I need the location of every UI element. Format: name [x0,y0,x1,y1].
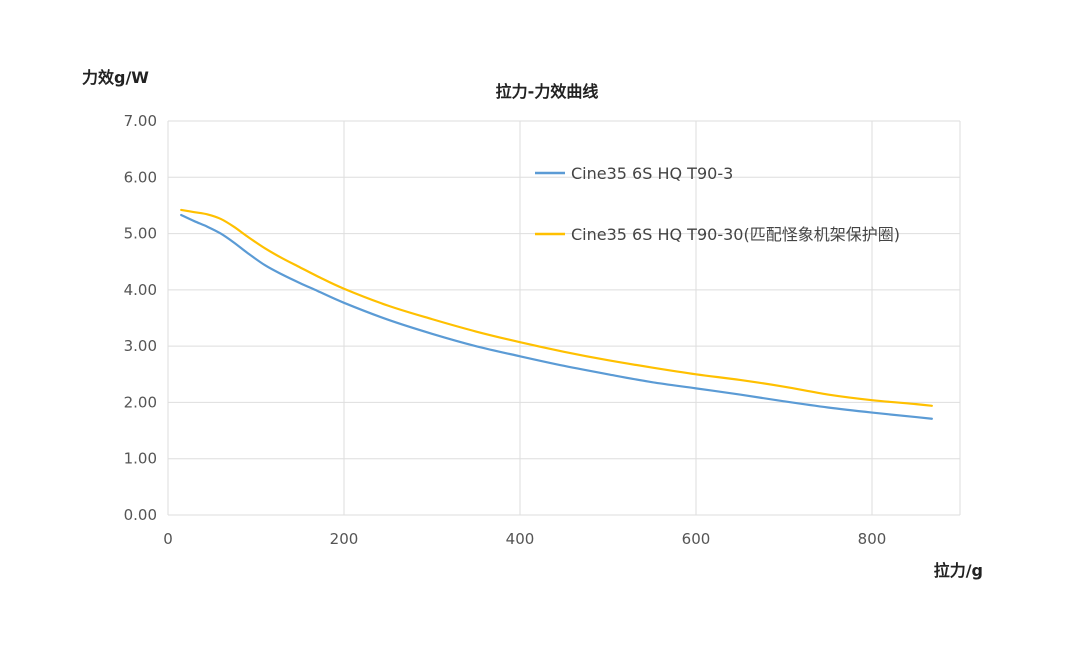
y-tick-label: 2.00 [124,393,157,411]
x-tick-label: 0 [163,530,173,548]
x-tick-label: 400 [506,530,535,548]
x-tick-label: 600 [682,530,711,548]
y-tick-label: 3.00 [124,337,157,355]
chart-title: 拉力-力效曲线 [496,82,599,101]
legend: Cine35 6S HQ T90-3 Cine35 6S HQ T90-30(匹… [535,164,900,244]
tick-labels: 0.00 1.00 2.00 3.00 4.00 5.00 6.00 7.00 0 200 400 6… [124,112,887,548]
legend-label-series-2: Cine35 6S HQ T90-30(匹配怪象机架保护圈) [571,225,900,244]
legend-label-series-1: Cine35 6S HQ T90-3 [571,164,733,183]
x-tick-label: 800 [858,530,887,548]
y-axis-label: 力效g/W [82,68,149,87]
y-tick-label: 4.00 [124,281,157,299]
y-tick-label: 6.00 [124,168,157,186]
x-axis-label: 拉力/g [934,561,983,580]
y-tick-label: 0.00 [124,506,157,524]
series-line-2 [180,208,933,407]
y-tick-label: 1.00 [124,450,157,468]
y-tick-label: 5.00 [124,225,157,243]
grid-lines [167,120,961,516]
series-line-1 [180,213,933,420]
series-lines [180,208,933,420]
x-tick-label: 200 [330,530,359,548]
y-tick-label: 7.00 [124,112,157,130]
